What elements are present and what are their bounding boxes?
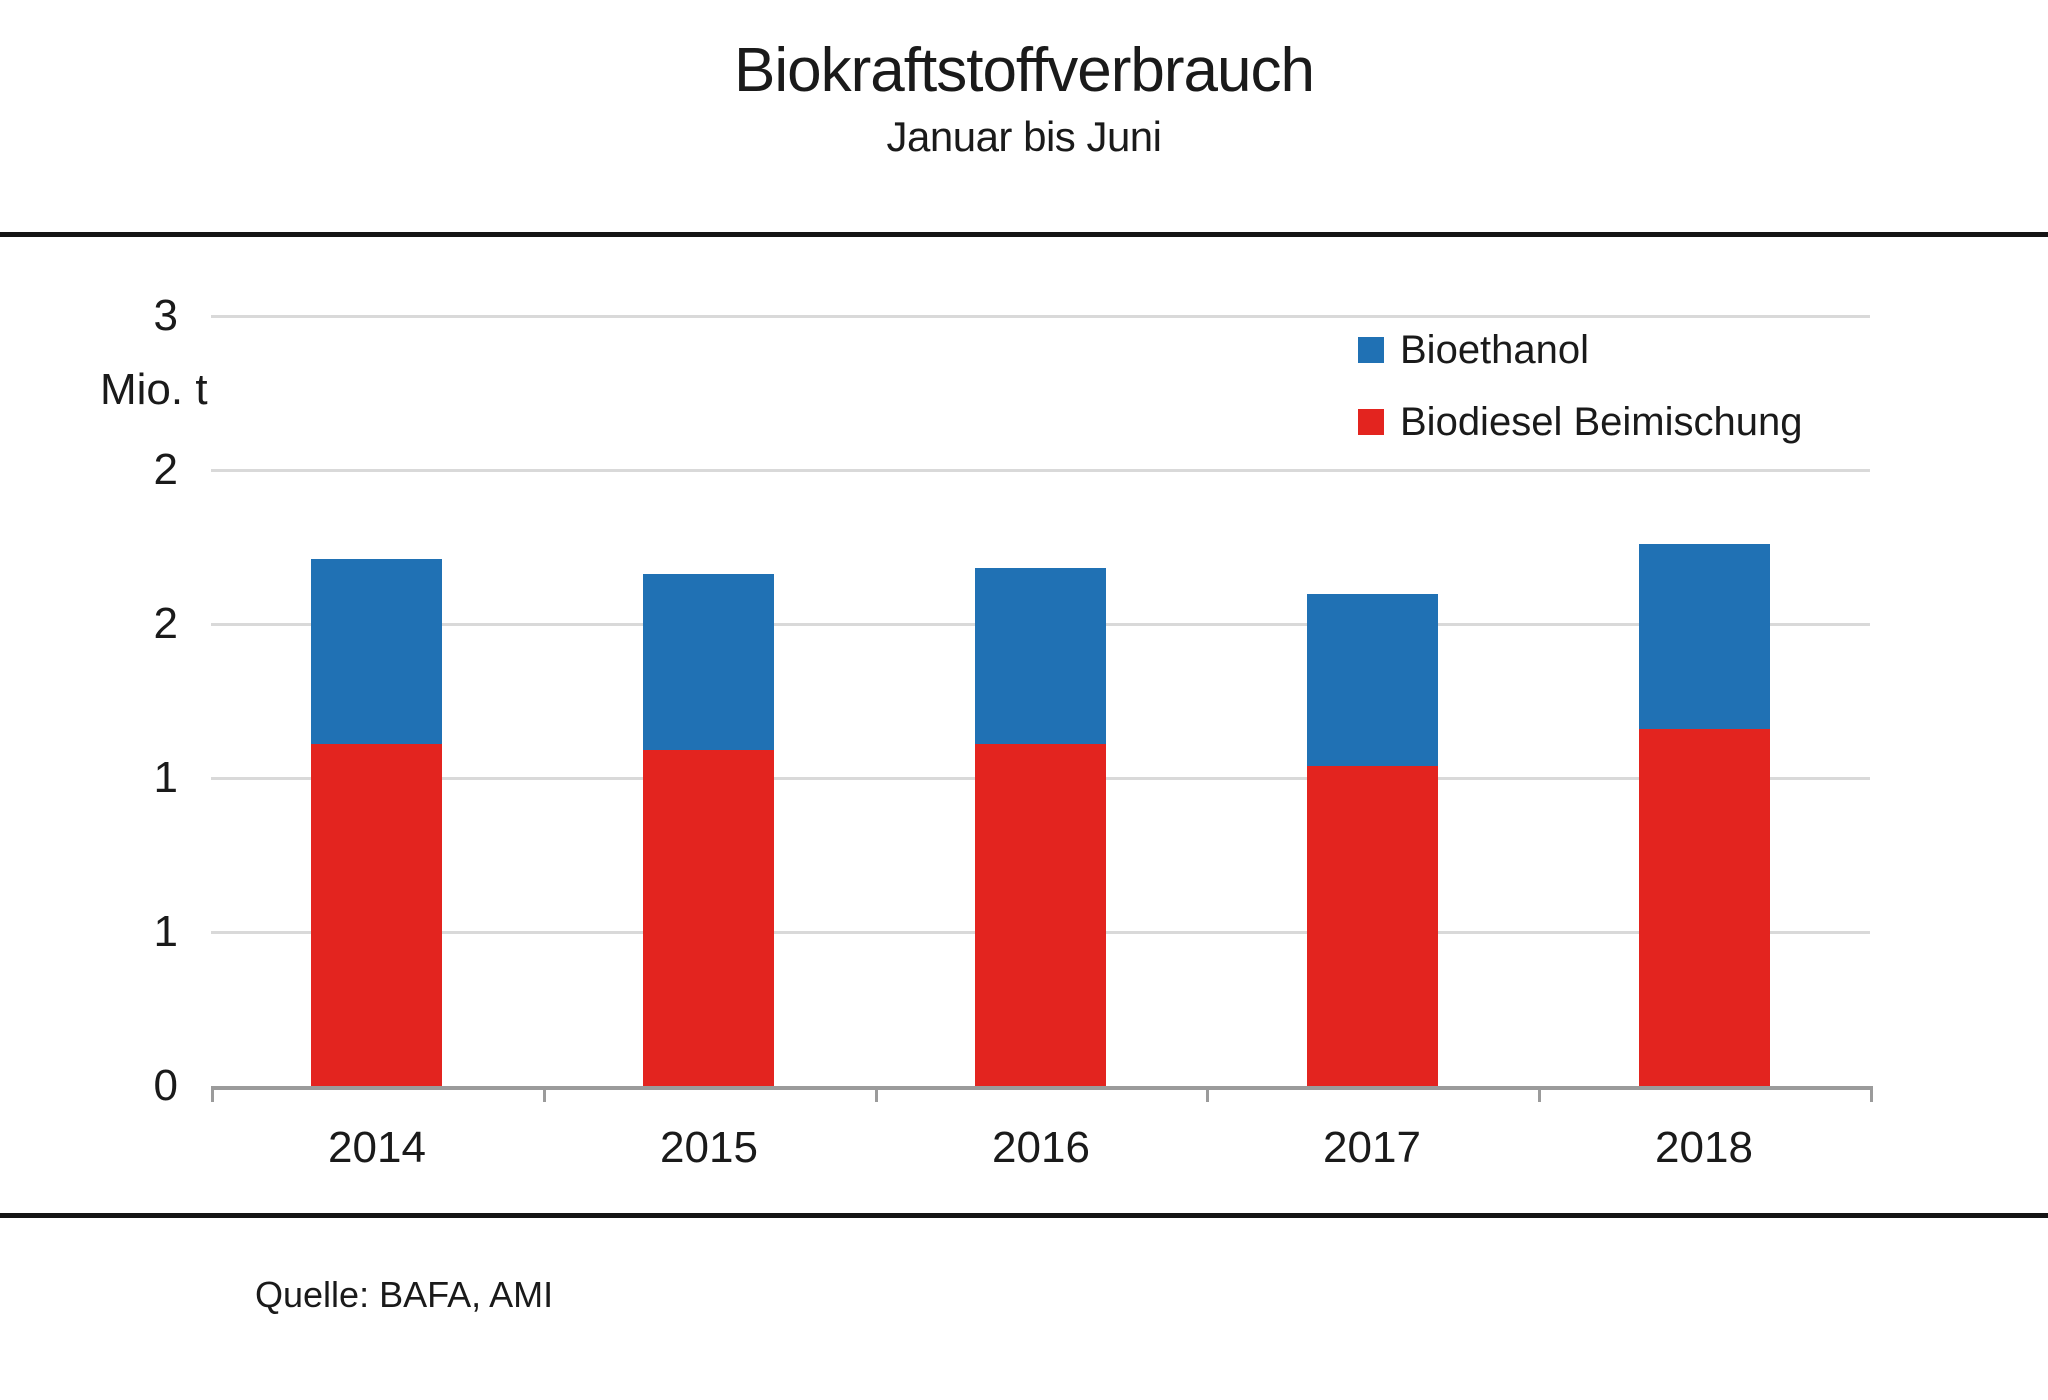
bar-segment-2016-bioethanol <box>975 568 1106 744</box>
x-axis-category-label: 2018 <box>1655 1123 1753 1172</box>
y-axis-tick-label: 0 <box>153 1061 178 1110</box>
y-axis-tick-label: 2 <box>153 599 178 648</box>
x-axis-tick <box>211 1086 214 1102</box>
x-axis-category-label: 2014 <box>328 1123 426 1172</box>
x-axis-category-label: 2017 <box>1323 1123 1421 1172</box>
x-axis-tick <box>875 1086 878 1102</box>
bar-segment-2017-biodiesel-beimischung <box>1307 766 1438 1086</box>
chart-subtitle: Januar bis Juni <box>886 113 1163 160</box>
bar-segment-2014-biodiesel-beimischung <box>311 744 442 1086</box>
legend-item-bioethanol: Bioethanol <box>1358 324 1589 376</box>
y-axis-tick-label: 2 <box>153 445 178 494</box>
source-note: Quelle: BAFA, AMI <box>255 1274 554 1315</box>
bar-segment-2015-bioethanol <box>643 574 774 750</box>
bar-segment-2016-biodiesel-beimischung <box>975 744 1106 1086</box>
legend-swatch-icon <box>1358 409 1384 435</box>
top-divider-line <box>0 232 2048 237</box>
bar-segment-2018-biodiesel-beimischung <box>1639 729 1770 1086</box>
gridline <box>211 315 1870 318</box>
gridline <box>211 469 1870 472</box>
x-axis-tick <box>1870 1086 1873 1102</box>
bottom-divider-line <box>0 1213 2048 1218</box>
bar-segment-2014-bioethanol <box>311 559 442 744</box>
y-axis-tick-label: 1 <box>153 753 178 802</box>
x-axis-category-label: 2015 <box>660 1123 758 1172</box>
bar-segment-2018-bioethanol <box>1639 544 1770 729</box>
legend-label: Biodiesel Beimischung <box>1400 400 1803 444</box>
y-axis-tick-label: 3 <box>153 291 178 340</box>
x-axis-tick <box>1538 1086 1541 1102</box>
chart-title: Biokraftstoffverbrauch <box>734 36 1315 105</box>
x-axis-tick <box>543 1086 546 1102</box>
x-axis-category-label: 2016 <box>992 1123 1090 1172</box>
legend-label: Bioethanol <box>1400 328 1590 372</box>
legend-item-biodiesel-beimischung: Biodiesel Beimischung <box>1358 396 1802 448</box>
x-axis-line <box>211 1086 1873 1090</box>
y-axis-tick-label: 1 <box>153 907 178 956</box>
y-axis-unit-label: Mio. t <box>100 365 208 414</box>
x-axis-tick <box>1206 1086 1209 1102</box>
bar-segment-2015-biodiesel-beimischung <box>643 750 774 1086</box>
legend-swatch-icon <box>1358 337 1384 363</box>
bar-segment-2017-bioethanol <box>1307 594 1438 766</box>
